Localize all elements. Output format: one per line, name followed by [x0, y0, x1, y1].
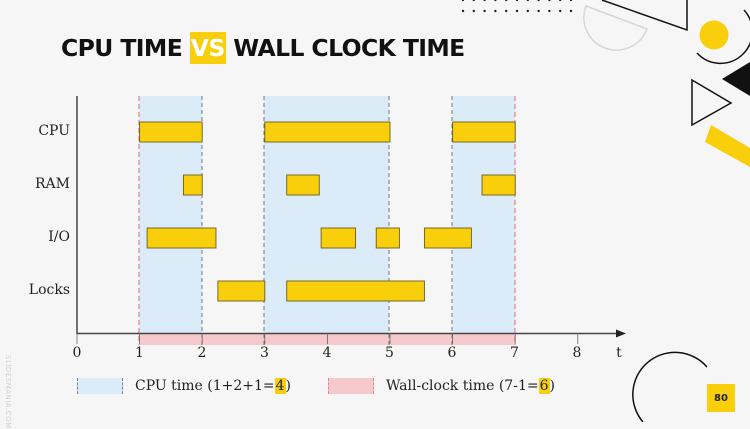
legend-wall-swatch — [328, 378, 374, 394]
x-tick-label: 4 — [322, 345, 332, 361]
x-axis-label: t — [616, 345, 622, 361]
task-bar-cpu — [264, 121, 391, 143]
task-bar-cpu — [452, 121, 516, 143]
row-label-ram: RAM — [35, 176, 70, 192]
x-tick-label: 8 — [572, 345, 582, 361]
legend-cpu-value: 4 — [274, 378, 286, 394]
task-bars — [139, 121, 516, 302]
x-tick-label: 3 — [260, 345, 269, 361]
legend-cpu-swatch — [77, 378, 123, 394]
task-bar-io — [146, 227, 217, 249]
task-bar-io — [423, 227, 472, 249]
legend-wall-label: Wall-clock time (7-1=6) — [386, 378, 555, 394]
row-label-io: I/O — [48, 229, 70, 245]
row-label-cpu: CPU — [38, 123, 70, 139]
page-number-badge: 80 — [707, 384, 735, 412]
x-tick-label: 0 — [72, 345, 82, 361]
legend-cpu-label: CPU time (1+2+1=4) — [135, 378, 292, 394]
task-bar-ram — [182, 174, 203, 196]
x-tick-label: 6 — [447, 345, 457, 361]
task-bar-cpu — [139, 121, 203, 143]
row-label-locks: Locks — [28, 282, 70, 298]
x-tick-label: 2 — [197, 345, 207, 361]
legend-wall-value: 6 — [538, 378, 550, 394]
task-bar-locks — [286, 280, 425, 302]
title-vs-highlight: VS — [189, 32, 226, 64]
task-bar-ram — [286, 174, 320, 196]
x-axis-arrow-icon — [616, 329, 626, 338]
x-axis-ticks — [76, 333, 579, 344]
task-bar-io — [375, 227, 400, 249]
task-bar-ram — [481, 174, 516, 196]
title-part-2: WALL CLOCK TIME — [225, 34, 465, 62]
watermark: SLIDESMANIA.COM — [4, 355, 12, 429]
slide-title: CPU TIME VS WALL CLOCK TIME — [61, 32, 465, 64]
legend-cpu-time: CPU time (1+2+1=4) — [77, 378, 291, 394]
x-tick-label: 1 — [135, 345, 144, 361]
task-bar-locks — [217, 280, 266, 302]
legend-wall-clock-time: Wall-clock time (7-1=6) — [328, 378, 555, 394]
title-part-1: CPU TIME — [61, 34, 190, 62]
x-tick-label: 7 — [510, 345, 519, 361]
task-bar-io — [320, 227, 357, 249]
x-tick-label: 5 — [385, 345, 394, 361]
